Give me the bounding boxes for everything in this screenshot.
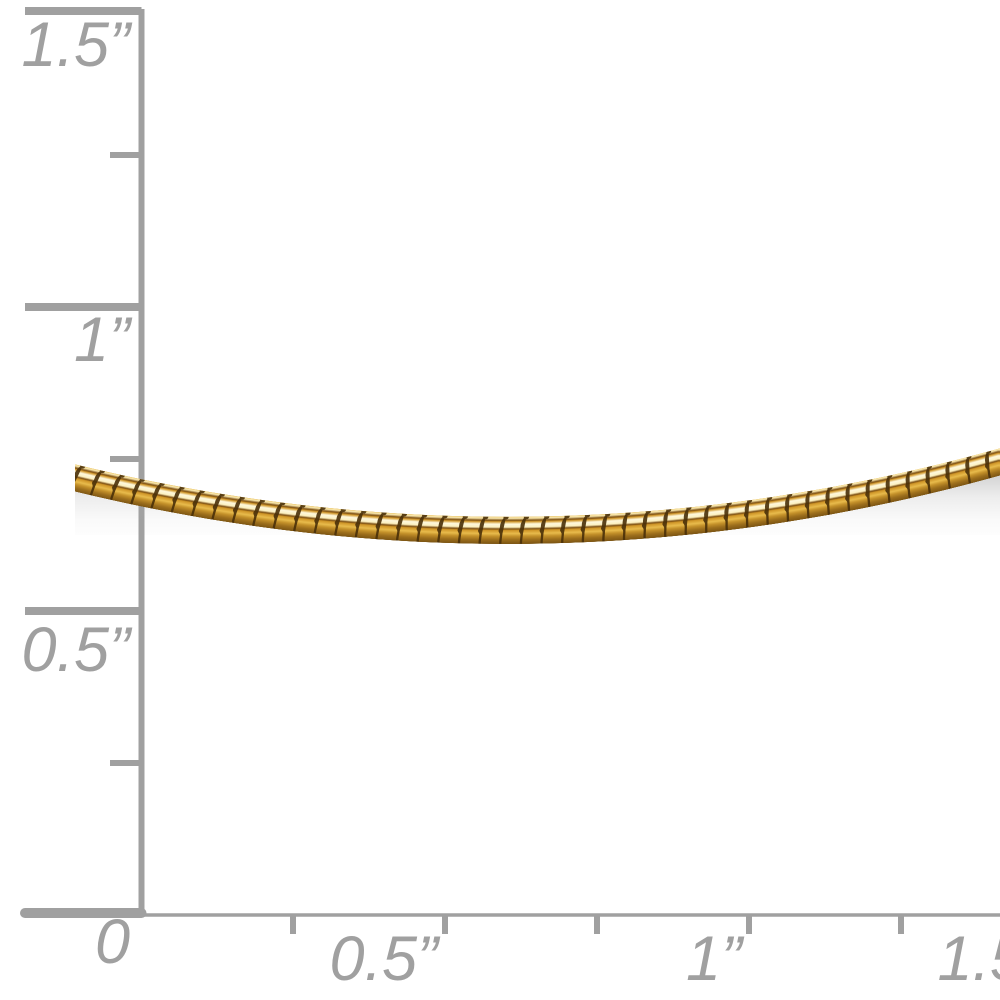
svg-text:1”: 1” (686, 924, 745, 994)
svg-text:0: 0 (95, 907, 130, 977)
svg-text:0.5”: 0.5” (21, 615, 133, 685)
svg-text:1.5”: 1.5” (21, 10, 133, 80)
svg-text:1”: 1” (74, 305, 133, 375)
svg-text:0.5”: 0.5” (329, 924, 441, 994)
svg-text:1.5”: 1.5” (937, 924, 1000, 994)
